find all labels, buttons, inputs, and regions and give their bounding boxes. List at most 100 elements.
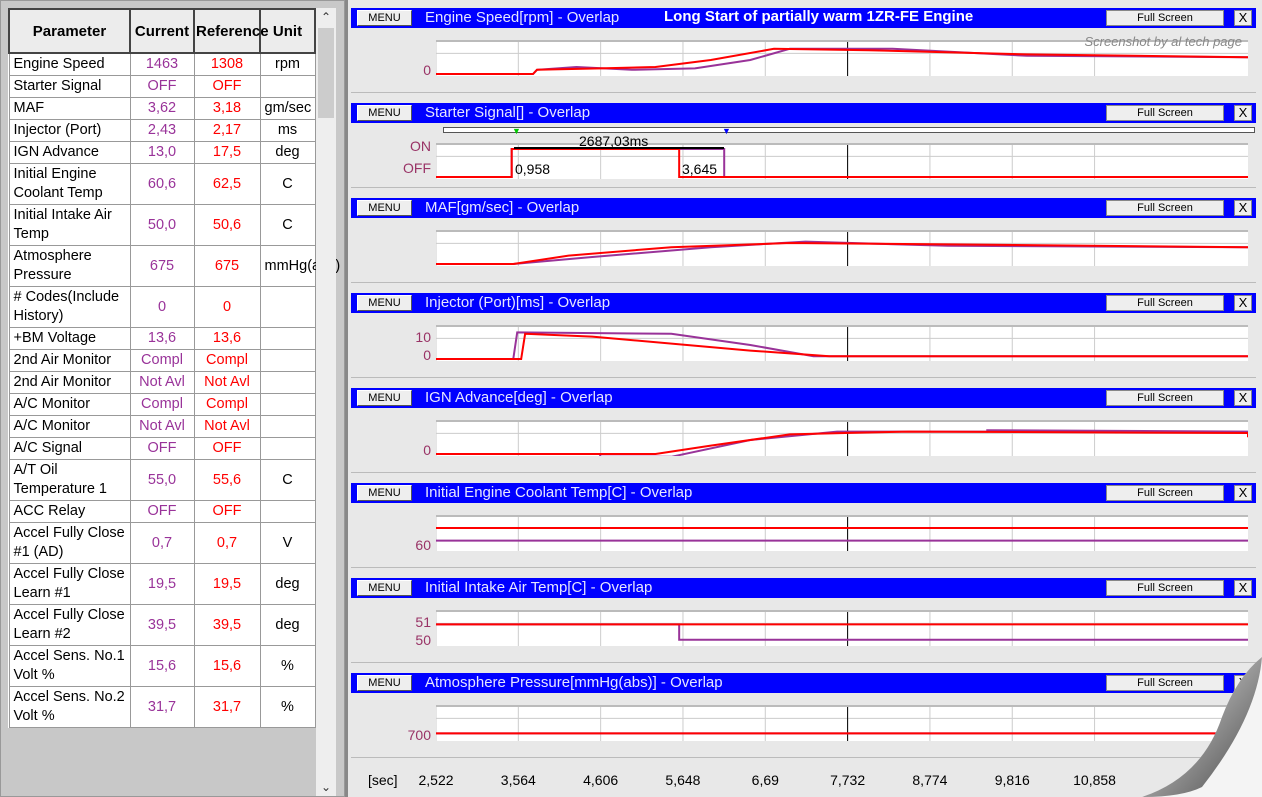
- scrollbar-thumb[interactable]: [318, 28, 334, 118]
- end-marker-icon[interactable]: ▼: [722, 126, 731, 136]
- table-row[interactable]: 2nd Air Monitor Compl Compl: [8, 349, 316, 372]
- menu-button[interactable]: MENU: [357, 390, 412, 406]
- graph-panel: MENU Starter Signal[] - Overlap Full Scr…: [351, 95, 1261, 190]
- range-slider[interactable]: ▼ ▼: [443, 126, 1255, 136]
- column-header-parameter[interactable]: Parameter: [8, 8, 131, 54]
- y-axis-label: 0: [423, 62, 431, 78]
- close-panel-button[interactable]: X: [1234, 580, 1252, 596]
- table-row[interactable]: Injector (Port) 2,43 2,17 ms: [8, 119, 316, 142]
- unit: [259, 437, 316, 460]
- full-screen-button[interactable]: Full Screen: [1106, 10, 1224, 26]
- plot-area[interactable]: [436, 610, 1248, 646]
- plot-area[interactable]: [436, 143, 1248, 179]
- scroll-up-arrow-icon[interactable]: ⌃: [320, 10, 332, 24]
- reference-value: 31,7: [193, 686, 261, 728]
- table-row[interactable]: +BM Voltage 13,6 13,6: [8, 327, 316, 350]
- panel-header: MENU Injector (Port)[ms] - Overlap Full …: [351, 293, 1256, 313]
- parameter-name: MAF: [8, 97, 131, 120]
- table-row[interactable]: Accel Sens. No.2 Volt % 31,7 31,7%: [8, 686, 316, 728]
- plot-area[interactable]: [436, 230, 1248, 266]
- table-row[interactable]: MAF 3,62 3,18 gm/sec: [8, 97, 316, 120]
- parameter-name: Starter Signal: [8, 75, 131, 98]
- current-value: Not Avl: [129, 371, 195, 394]
- unit: deg: [259, 141, 316, 164]
- table-row[interactable]: Accel Sens. No.1 Volt % 15,6 15,6%: [8, 645, 316, 687]
- panel-divider: [351, 662, 1256, 663]
- y-axis-label: 60: [415, 537, 431, 553]
- panel-header: MENU Initial Intake Air Temp[C] - Overla…: [351, 578, 1256, 598]
- plot-area[interactable]: [436, 515, 1248, 551]
- measurement-start: 0,958: [515, 161, 551, 177]
- table-row[interactable]: Initial Engine Coolant Temp 60,6 62,5 C: [8, 163, 316, 205]
- table-row[interactable]: Atmosphere Pressure 675 675 mmHg(abs): [8, 245, 340, 287]
- full-screen-button[interactable]: Full Screen: [1106, 105, 1224, 121]
- full-screen-button[interactable]: Full Screen: [1106, 580, 1224, 596]
- reference-value: 1308: [193, 52, 261, 76]
- panel-header: MENU IGN Advance[deg] - Overlap Full Scr…: [351, 388, 1256, 408]
- table-row[interactable]: 2nd Air Monitor Not Avl Not Avl: [8, 371, 316, 394]
- table-row[interactable]: # Codes(Include History) 0 0: [8, 286, 316, 328]
- start-marker-icon[interactable]: ▼: [512, 126, 521, 136]
- vertical-scrollbar[interactable]: ⌃ ⌄: [316, 8, 336, 796]
- menu-button[interactable]: MENU: [357, 580, 412, 596]
- close-panel-button[interactable]: X: [1234, 200, 1252, 216]
- plot-area[interactable]: [436, 420, 1248, 456]
- panel-divider: [351, 757, 1256, 758]
- graph-panel: MENU IGN Advance[deg] - Overlap Full Scr…: [351, 380, 1261, 475]
- scroll-down-arrow-icon[interactable]: ⌄: [320, 780, 332, 794]
- main-title: Long Start of partially warm 1ZR-FE Engi…: [664, 8, 974, 25]
- table-row[interactable]: Engine Speed 1463 1308 rpm: [8, 52, 316, 76]
- x-tick-label: 2,522: [418, 772, 454, 788]
- menu-button[interactable]: MENU: [357, 295, 412, 311]
- y-axis-label: 700: [407, 727, 431, 743]
- table-row[interactable]: Accel Fully Close #1 (AD) 0,7 0,7 V: [8, 522, 316, 564]
- menu-button[interactable]: MENU: [357, 485, 412, 501]
- current-value: 1463: [129, 52, 195, 76]
- unit: C: [259, 459, 316, 501]
- table-row[interactable]: A/C Signal OFF OFF: [8, 437, 316, 460]
- panel-divider: [351, 92, 1256, 93]
- full-screen-button[interactable]: Full Screen: [1106, 200, 1224, 216]
- column-header-current[interactable]: Current: [129, 8, 195, 54]
- panel-title: Initial Intake Air Temp[C] - Overlap: [425, 579, 653, 596]
- unit: deg: [259, 604, 316, 646]
- graph-panel: MENU Injector (Port)[ms] - Overlap Full …: [351, 285, 1261, 380]
- panel-divider: [351, 472, 1256, 473]
- menu-button[interactable]: MENU: [357, 200, 412, 216]
- table-row[interactable]: A/C Monitor Not Avl Not Avl: [8, 415, 316, 438]
- column-header-unit[interactable]: Unit: [259, 8, 316, 54]
- full-screen-button[interactable]: Full Screen: [1106, 675, 1224, 691]
- full-screen-button[interactable]: Full Screen: [1106, 295, 1224, 311]
- table-row[interactable]: Accel Fully Close Learn #2 39,5 39,5 deg: [8, 604, 316, 646]
- reference-series-line: [436, 47, 1248, 75]
- close-panel-button[interactable]: X: [1234, 105, 1252, 121]
- close-panel-button[interactable]: X: [1234, 295, 1252, 311]
- table-row[interactable]: A/C Monitor Compl Compl: [8, 393, 316, 416]
- current-value: 39,5: [129, 604, 195, 646]
- column-header-reference[interactable]: Reference: [193, 8, 269, 54]
- table-row[interactable]: IGN Advance 13,0 17,5 deg: [8, 141, 316, 164]
- reference-value: 0: [193, 286, 261, 328]
- close-panel-button[interactable]: X: [1234, 390, 1252, 406]
- plot-area[interactable]: [436, 40, 1248, 76]
- table-row[interactable]: ACC Relay OFF OFF: [8, 500, 316, 523]
- menu-button[interactable]: MENU: [357, 675, 412, 691]
- parameter-name: Injector (Port): [8, 119, 131, 142]
- full-screen-button[interactable]: Full Screen: [1106, 390, 1224, 406]
- table-row[interactable]: Starter Signal OFF OFF: [8, 75, 316, 98]
- x-tick-label: 4,606: [583, 772, 619, 788]
- menu-button[interactable]: MENU: [357, 105, 412, 121]
- table-row[interactable]: Initial Intake Air Temp 50,0 50,6 C: [8, 204, 316, 246]
- full-screen-button[interactable]: Full Screen: [1106, 485, 1224, 501]
- y-axis-label: 50: [415, 632, 431, 648]
- table-row[interactable]: A/T Oil Temperature 1 55,0 55,6 C: [8, 459, 316, 501]
- graph-pane: MENU Engine Speed[rpm] - Overlap Long St…: [345, 0, 1262, 797]
- plot-area[interactable]: [436, 705, 1248, 741]
- close-panel-button[interactable]: X: [1234, 10, 1252, 26]
- close-panel-button[interactable]: X: [1234, 485, 1252, 501]
- plot-area[interactable]: [436, 325, 1248, 361]
- menu-button[interactable]: MENU: [357, 10, 412, 26]
- table-row[interactable]: Accel Fully Close Learn #1 19,5 19,5 deg: [8, 563, 316, 605]
- parameter-name: 2nd Air Monitor: [8, 349, 131, 372]
- x-tick-label: 6,69: [751, 772, 779, 788]
